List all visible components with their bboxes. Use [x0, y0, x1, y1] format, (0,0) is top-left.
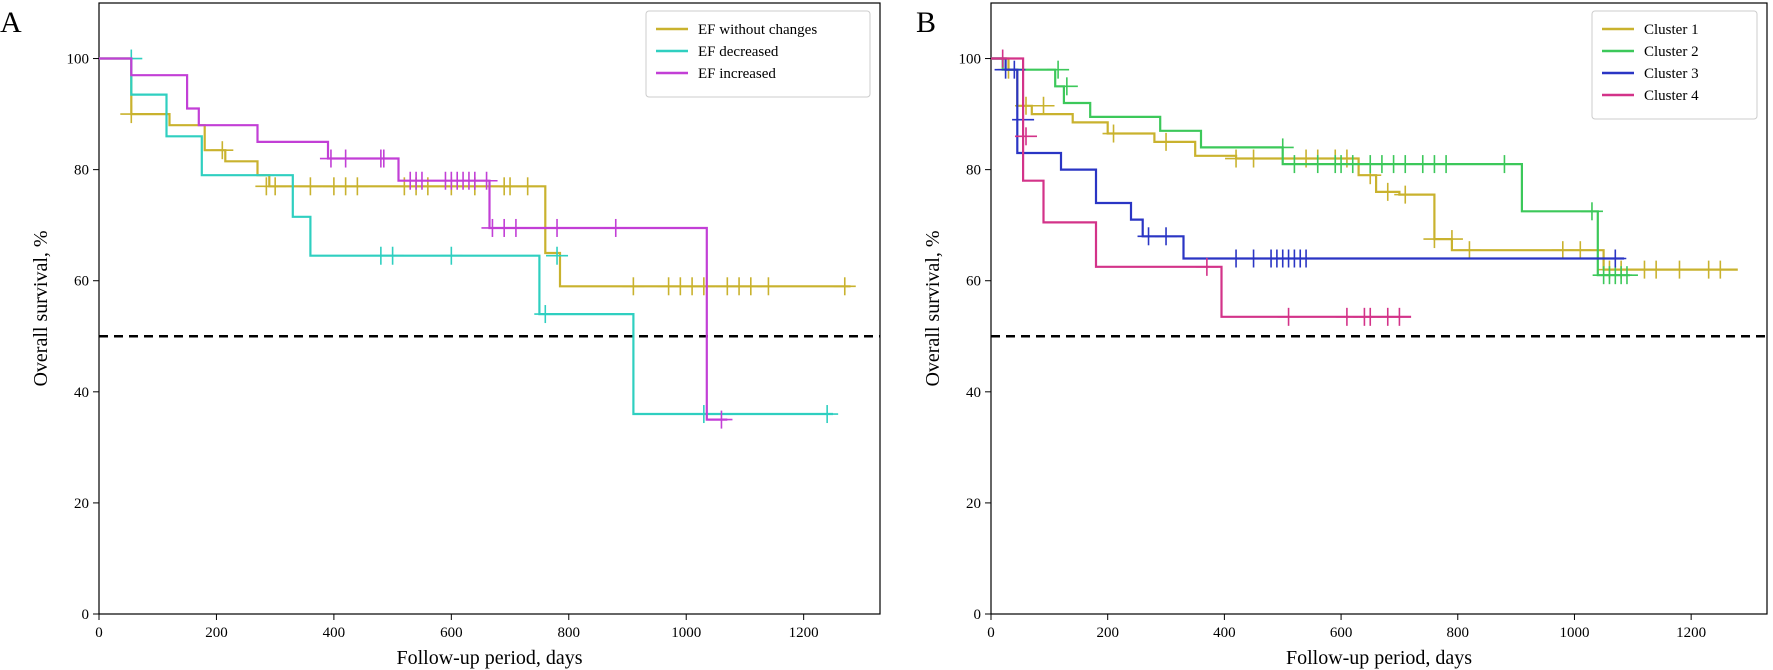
panel-a: A 0 200 400 600 800 1000 1200 0 20 40 60 80 100 Follow…	[0, 2, 881, 669]
x-tick-label: 0	[987, 625, 995, 641]
legend-box	[645, 10, 871, 98]
x-tick-label: 800	[1447, 625, 1470, 641]
legend-label: Cluster 1	[1644, 22, 1699, 38]
y-tick-label: 100	[67, 52, 90, 68]
y-tick-label: 40	[966, 385, 981, 401]
plot-frame	[98, 2, 881, 615]
x-tick-label: 0	[95, 625, 103, 641]
x-tick-label: 1000	[1559, 625, 1589, 641]
y-tick-label: 20	[74, 496, 89, 512]
survival-curve	[99, 57, 851, 288]
x-axis-label: Follow-up period, days	[1286, 647, 1472, 669]
series-ef-without-changes	[99, 57, 856, 296]
x-tick-label: 800	[558, 625, 581, 641]
series-ef-decreased	[99, 49, 839, 424]
panel-b: B 0 200 400 600 800 1000 1200 0 20 40 60 80 100 Follow…	[916, 2, 1768, 669]
y-tick-label: 100	[959, 52, 982, 68]
x-tick-label: 600	[1330, 625, 1353, 641]
y-tick-label: 80	[966, 163, 981, 179]
legend: EF without changes EF decreased EF increas…	[645, 10, 871, 98]
y-axis-label: Overall survival, %	[922, 230, 944, 386]
x-tick-label: 400	[1213, 625, 1236, 641]
x-axis-label: Follow-up period, days	[396, 647, 582, 669]
y-tick-label: 0	[82, 607, 90, 623]
x-tick-label: 400	[323, 625, 346, 641]
legend-label: Cluster 2	[1644, 44, 1699, 60]
y-tick-label: 40	[74, 385, 89, 401]
panel-letter: A	[0, 6, 22, 39]
y-tick-label: 0	[974, 607, 982, 623]
series-cluster-2	[991, 57, 1638, 285]
y-axis-label: Overall survival, %	[30, 230, 52, 386]
x-tick-label: 1200	[789, 625, 819, 641]
y-tick-label: 20	[966, 496, 981, 512]
series-cluster-4	[991, 49, 1412, 326]
legend: Cluster 1 Cluster 2 Cluster 3 Cluster 4	[1591, 10, 1758, 120]
x-tick-label: 1200	[1676, 625, 1706, 641]
survival-curve	[991, 57, 1630, 277]
legend-label: EF increased	[698, 66, 776, 82]
legend-label: Cluster 4	[1644, 88, 1699, 104]
legend-box	[1591, 10, 1758, 120]
x-tick-label: 600	[440, 625, 463, 641]
survival-curve	[99, 57, 833, 416]
x-tick-label: 200	[1096, 625, 1119, 641]
series-ef-increased	[99, 57, 733, 429]
x-tick-label: 200	[205, 625, 228, 641]
legend-label: EF decreased	[698, 44, 779, 60]
x-tick-label: 1000	[671, 625, 701, 641]
series-cluster-3	[991, 57, 1627, 268]
y-tick-label: 60	[966, 274, 981, 290]
y-tick-label: 80	[74, 163, 89, 179]
legend-label: EF without changes	[698, 22, 817, 38]
panel-letter: B	[916, 6, 936, 39]
plot-frame	[990, 2, 1768, 615]
survival-curve	[991, 57, 1412, 318]
y-tick-label: 60	[74, 274, 89, 290]
legend-label: Cluster 3	[1644, 66, 1699, 82]
